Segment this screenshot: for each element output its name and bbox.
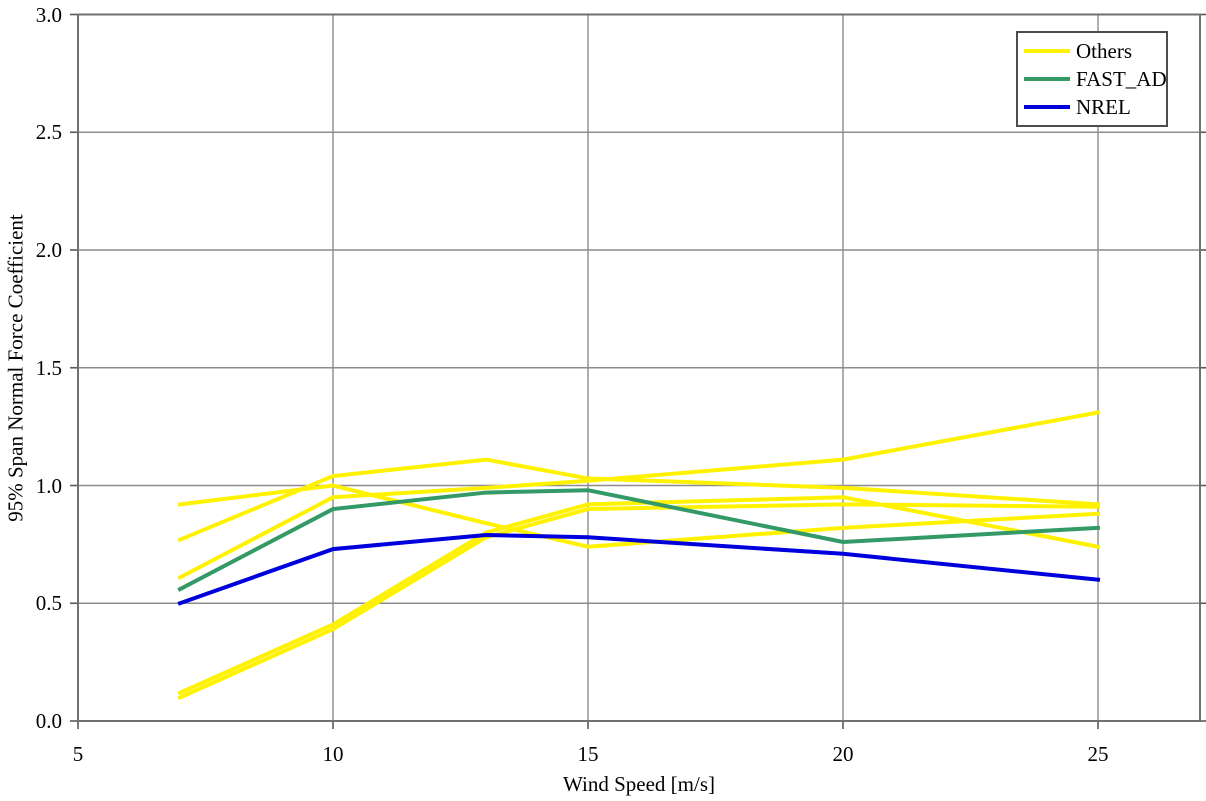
legend-label-fast-ad: FAST_AD <box>1076 66 1167 91</box>
series-line-others-3 <box>177 495 1101 696</box>
legend-label-others: Others <box>1076 38 1132 63</box>
y-tick-label-1.0: 1.0 <box>35 473 62 498</box>
x-tick-label-5: 5 <box>72 742 84 766</box>
y-tick-label-0.0: 0.0 <box>35 709 62 733</box>
series-line-others-2 <box>177 410 1101 581</box>
legend-label-nrel: NREL <box>1076 94 1131 119</box>
series-line-others-4 <box>177 502 1101 701</box>
series-line-nrel-6 <box>177 532 1101 606</box>
nrel-line-swatch <box>1024 105 1070 109</box>
y-tick-label-0.5: 0.5 <box>35 591 62 616</box>
legend-item-nrel: NREL <box>1024 95 1166 120</box>
legend: Others FAST_AD NREL <box>1016 31 1168 127</box>
x-tick-label-10: 10 <box>322 742 344 766</box>
y-tick-label-1.5: 1.5 <box>35 355 62 380</box>
x-axis-title: Wind Speed [m/s] <box>563 772 715 796</box>
y-tick-label-2.5: 2.5 <box>35 120 62 145</box>
series-line-fast_ad-5 <box>177 488 1101 592</box>
series-line-others-1 <box>177 457 1101 543</box>
y-tick-label-3.0: 3.0 <box>35 2 62 27</box>
legend-item-others: Others <box>1024 39 1166 64</box>
fast-ad-line-swatch <box>1024 77 1070 81</box>
x-tick-label-25: 25 <box>1087 742 1109 766</box>
others-line-swatch <box>1024 49 1070 53</box>
x-tick-label-20: 20 <box>832 742 854 766</box>
x-tick-label-15: 15 <box>577 742 599 766</box>
plot-border <box>77 13 1201 722</box>
y-axis-title: 95% Span Normal Force Coefficient <box>3 214 28 522</box>
y-tick-label-2.0: 2.0 <box>35 238 62 262</box>
legend-item-fast-ad: FAST_AD <box>1024 66 1167 92</box>
